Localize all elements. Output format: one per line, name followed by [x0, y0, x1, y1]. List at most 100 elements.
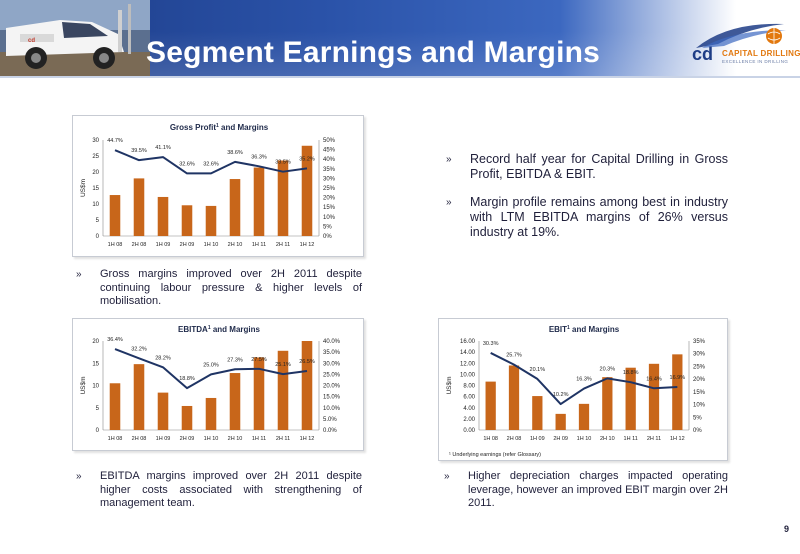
gross-profit-chart-panel: Gross Profit1 and Margins 0 5 10 15 20 25 30 0% 5…: [72, 115, 364, 257]
right-tick-label: 20.0%: [323, 384, 341, 390]
data-label: 41.1%: [155, 145, 171, 151]
bullet-text: Record half year for Capital Drilling in…: [470, 152, 728, 181]
x-tick-label: 1H 12: [670, 436, 685, 442]
data-label: 16.4%: [646, 376, 662, 382]
bullet-margin-profile: » Margin profile remains among best in i…: [446, 195, 728, 240]
data-label: 44.7%: [107, 138, 123, 144]
right-tick-label: 35%: [693, 339, 706, 345]
left-tick-label: 2.00: [463, 417, 475, 423]
data-label: 27.5%: [251, 357, 267, 363]
margin-line: [490, 352, 678, 406]
left-tick-label: 0: [96, 428, 100, 434]
margin-line: [114, 348, 308, 390]
data-label: 27.3%: [227, 357, 243, 363]
data-label: 28.2%: [155, 355, 171, 361]
x-tick-label: 1H 09: [156, 242, 171, 248]
bar: [555, 413, 566, 430]
right-tick-label: 25%: [693, 364, 706, 370]
bullet-marker: »: [76, 269, 82, 280]
right-tick-label: 5%: [323, 224, 332, 230]
data-label: 30.3%: [483, 341, 499, 347]
margin-line: [114, 149, 308, 175]
capital-drilling-logo: cd: [692, 23, 786, 64]
ebitda-chart-panel: EBITDA1 and Margins 0 5 10 15 20 0.0% 5.0% 10.0%…: [72, 318, 364, 451]
data-label: 36.3%: [251, 154, 267, 160]
x-tick-label: 2H 09: [180, 242, 195, 248]
bar: [301, 145, 313, 236]
left-tick-label: 6.00: [463, 395, 475, 401]
drill-truck-image: cd: [0, 0, 150, 76]
bar: [253, 167, 265, 236]
x-tick-label: 1H 12: [300, 242, 315, 248]
chart-title: EBITDA1 and Margins: [178, 325, 260, 334]
data-label: 10.2%: [553, 392, 569, 398]
data-label: 16.9%: [670, 375, 686, 381]
right-tick-label: 10%: [693, 403, 706, 409]
left-tick-label: 30: [92, 138, 99, 144]
left-tick-label: 10: [92, 384, 99, 390]
bar: [133, 364, 145, 430]
data-label: 38.6%: [227, 150, 243, 156]
bar: [181, 205, 193, 236]
x-tick-label: 2H 08: [132, 436, 147, 442]
logo-tagline: EXCELLENCE IN DRILLING: [722, 59, 789, 64]
left-tick-label: 20: [92, 339, 99, 345]
bar: [485, 381, 496, 430]
x-tick-label: 2H 09: [180, 436, 195, 442]
chart-title: EBIT1 and Margins: [549, 325, 620, 334]
bar: [205, 397, 217, 430]
bar: [301, 341, 313, 430]
bar: [133, 178, 145, 236]
x-tick-label: 1H 10: [577, 436, 592, 442]
right-tick-label: 40.0%: [323, 339, 341, 345]
right-tick-label: 25%: [323, 186, 336, 192]
right-tick-label: 0.0%: [323, 428, 337, 434]
data-label: 35.2%: [299, 156, 315, 162]
data-label: 20.3%: [600, 366, 616, 372]
bullet-marker: »: [444, 471, 450, 482]
right-tick-label: 45%: [323, 148, 336, 154]
bullet-ebitda-margins: » EBITDA margins improved over 2H 2011 d…: [76, 470, 362, 511]
bullet-text: Gross margins improved over 2H 2011 desp…: [100, 268, 362, 307]
y-axis-label: US$m: [80, 179, 87, 197]
data-label: 16.3%: [576, 377, 592, 383]
right-tick-label: 25.0%: [323, 372, 341, 378]
x-tick-label: 1H 09: [156, 436, 171, 442]
right-tick-label: 10.0%: [323, 406, 341, 412]
right-tick-label: 15%: [323, 205, 336, 211]
bullet-marker: »: [446, 197, 452, 208]
bar: [602, 377, 613, 430]
left-tick-label: 5: [96, 406, 100, 412]
x-tick-label: 2H 11: [276, 436, 290, 442]
right-tick-label: 15.0%: [323, 395, 341, 401]
data-label: 33.5%: [275, 160, 291, 166]
x-tick-label: 2H 10: [228, 436, 243, 442]
bullet-text: EBITDA margins improved over 2H 2011 des…: [100, 470, 362, 509]
y-axis-label: US$m: [80, 376, 87, 394]
x-tick-label: 1H 08: [108, 436, 123, 442]
left-tick-label: 12.00: [460, 361, 476, 367]
left-tick-label: 0.00: [463, 428, 475, 434]
bullet-ebit-depreciation: » Higher depreciation charges impacted o…: [444, 470, 728, 511]
x-tick-label: 1H 11: [252, 436, 266, 442]
left-tick-label: 15: [92, 361, 99, 367]
x-tick-label: 2H 11: [276, 242, 290, 248]
bar: [508, 365, 520, 430]
left-tick-label: 25: [92, 154, 99, 160]
data-label: 32.6%: [203, 161, 219, 167]
bullet-record-half-year: » Record half year for Capital Drilling …: [446, 152, 728, 182]
data-label: 39.5%: [131, 148, 147, 154]
ebit-chart-panel: EBIT1 and Margins 0.00 2.00 4.00 6.00 8.00 10.…: [438, 318, 728, 461]
svg-text:cd: cd: [692, 44, 713, 64]
left-tick-label: 10.00: [460, 372, 476, 378]
page-number: 9: [784, 524, 790, 534]
right-tick-label: 50%: [323, 138, 336, 144]
gross-chart: Gross Profit1 and Margins 0 5 10 15 20 25 30 0% 5…: [80, 123, 336, 248]
x-tick-label: 1H 10: [204, 242, 219, 248]
right-tick-label: 5.0%: [323, 417, 337, 423]
x-tick-label: 1H 12: [300, 436, 315, 442]
data-label: 25.1%: [275, 362, 291, 368]
bar: [109, 383, 121, 430]
data-label: 32.2%: [131, 346, 147, 352]
data-label: 25.7%: [506, 353, 522, 359]
